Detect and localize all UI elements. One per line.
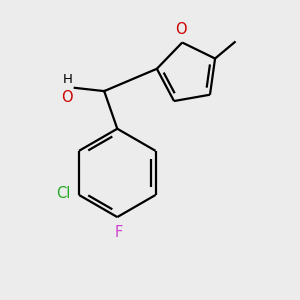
Text: Cl: Cl [56,186,71,201]
Text: O: O [61,91,73,106]
Text: F: F [115,225,123,240]
Text: H: H [63,73,73,86]
Text: O: O [175,22,186,37]
